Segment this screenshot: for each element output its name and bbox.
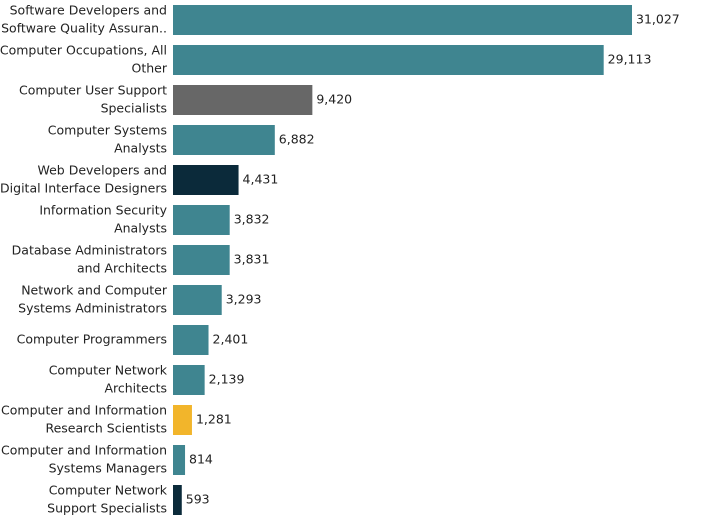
value-label: 29,113 — [608, 52, 652, 67]
category-label: Computer Systems — [48, 123, 167, 138]
bar-row: Software Developers and Software Quality … — [1, 3, 680, 36]
bar-row: Web Developers and Digital Interface Desi… — [0, 163, 278, 196]
bar-row: Network and Computer Systems Administrato… — [18, 283, 261, 316]
category-label: Database Administrators — [12, 243, 167, 258]
category-label: Network and Computer — [21, 283, 168, 298]
category-label: Systems Administrators — [18, 301, 167, 316]
category-label: Computer and Information — [1, 403, 167, 418]
bar[interactable] — [173, 205, 230, 235]
value-label: 593 — [186, 492, 210, 507]
bar-row: Computer Programmers 2,401 — [17, 325, 249, 355]
category-label: Information Security — [39, 203, 167, 218]
bar[interactable] — [173, 5, 632, 35]
value-label: 3,832 — [234, 212, 270, 227]
value-label: 3,831 — [234, 252, 270, 267]
category-label: Computer Network — [49, 483, 168, 498]
category-label: Research Scientists — [45, 421, 167, 436]
bar[interactable] — [173, 285, 222, 315]
category-label: Web Developers and — [37, 163, 167, 178]
value-label: 2,401 — [213, 332, 249, 347]
category-label: Specialists — [101, 101, 167, 116]
bar-row: Computer User Support Specialists 9,420 — [19, 83, 352, 116]
category-label: Computer Network — [49, 363, 168, 378]
category-label: Computer Occupations, All — [0, 43, 167, 58]
value-label: 2,139 — [209, 372, 245, 387]
bar[interactable] — [173, 325, 209, 355]
bar-row: Computer Occupations, All Other 29,113 — [0, 43, 651, 76]
bar-row: Computer Network Architects 2,139 — [49, 363, 245, 396]
category-label: Computer Programmers — [17, 332, 167, 347]
category-label: Analysts — [114, 141, 167, 156]
value-label: 1,281 — [196, 412, 232, 427]
bar-row: Information Security Analysts 3,832 — [39, 203, 269, 236]
category-label: Computer and Information — [1, 443, 167, 458]
bar-row: Computer Network Support Specialists 593 — [47, 483, 209, 516]
bar[interactable] — [173, 245, 230, 275]
category-label: and Architects — [77, 261, 167, 276]
bar-row: Computer Systems Analysts 6,882 — [48, 123, 315, 156]
value-label: 3,293 — [226, 292, 262, 307]
bar[interactable] — [173, 445, 186, 475]
bar[interactable] — [173, 365, 205, 395]
bar[interactable] — [173, 125, 275, 155]
category-label: Software Quality Assuran.. — [1, 21, 167, 36]
value-label: 31,027 — [636, 12, 680, 27]
value-label: 4,431 — [243, 172, 279, 187]
bar-row: Database Administrators and Architects 3,8… — [12, 243, 270, 276]
bar[interactable] — [173, 165, 239, 195]
bar[interactable] — [173, 45, 604, 75]
bar-row: Computer and Information Systems Managers… — [1, 443, 213, 476]
bar[interactable] — [173, 85, 313, 115]
category-label: Architects — [104, 381, 167, 396]
category-label: Digital Interface Designers — [0, 181, 167, 196]
category-label: Software Developers and — [10, 3, 167, 18]
category-label: Systems Managers — [49, 461, 167, 476]
category-label: Support Specialists — [47, 501, 167, 516]
category-label: Computer User Support — [19, 83, 167, 98]
value-label: 814 — [189, 452, 213, 467]
category-label: Analysts — [114, 221, 167, 236]
value-label: 9,420 — [316, 92, 352, 107]
bar[interactable] — [173, 485, 182, 515]
bar[interactable] — [173, 405, 192, 435]
bar-row: Computer and Information Research Scienti… — [1, 403, 232, 436]
category-label: Other — [132, 61, 168, 76]
value-label: 6,882 — [279, 132, 315, 147]
